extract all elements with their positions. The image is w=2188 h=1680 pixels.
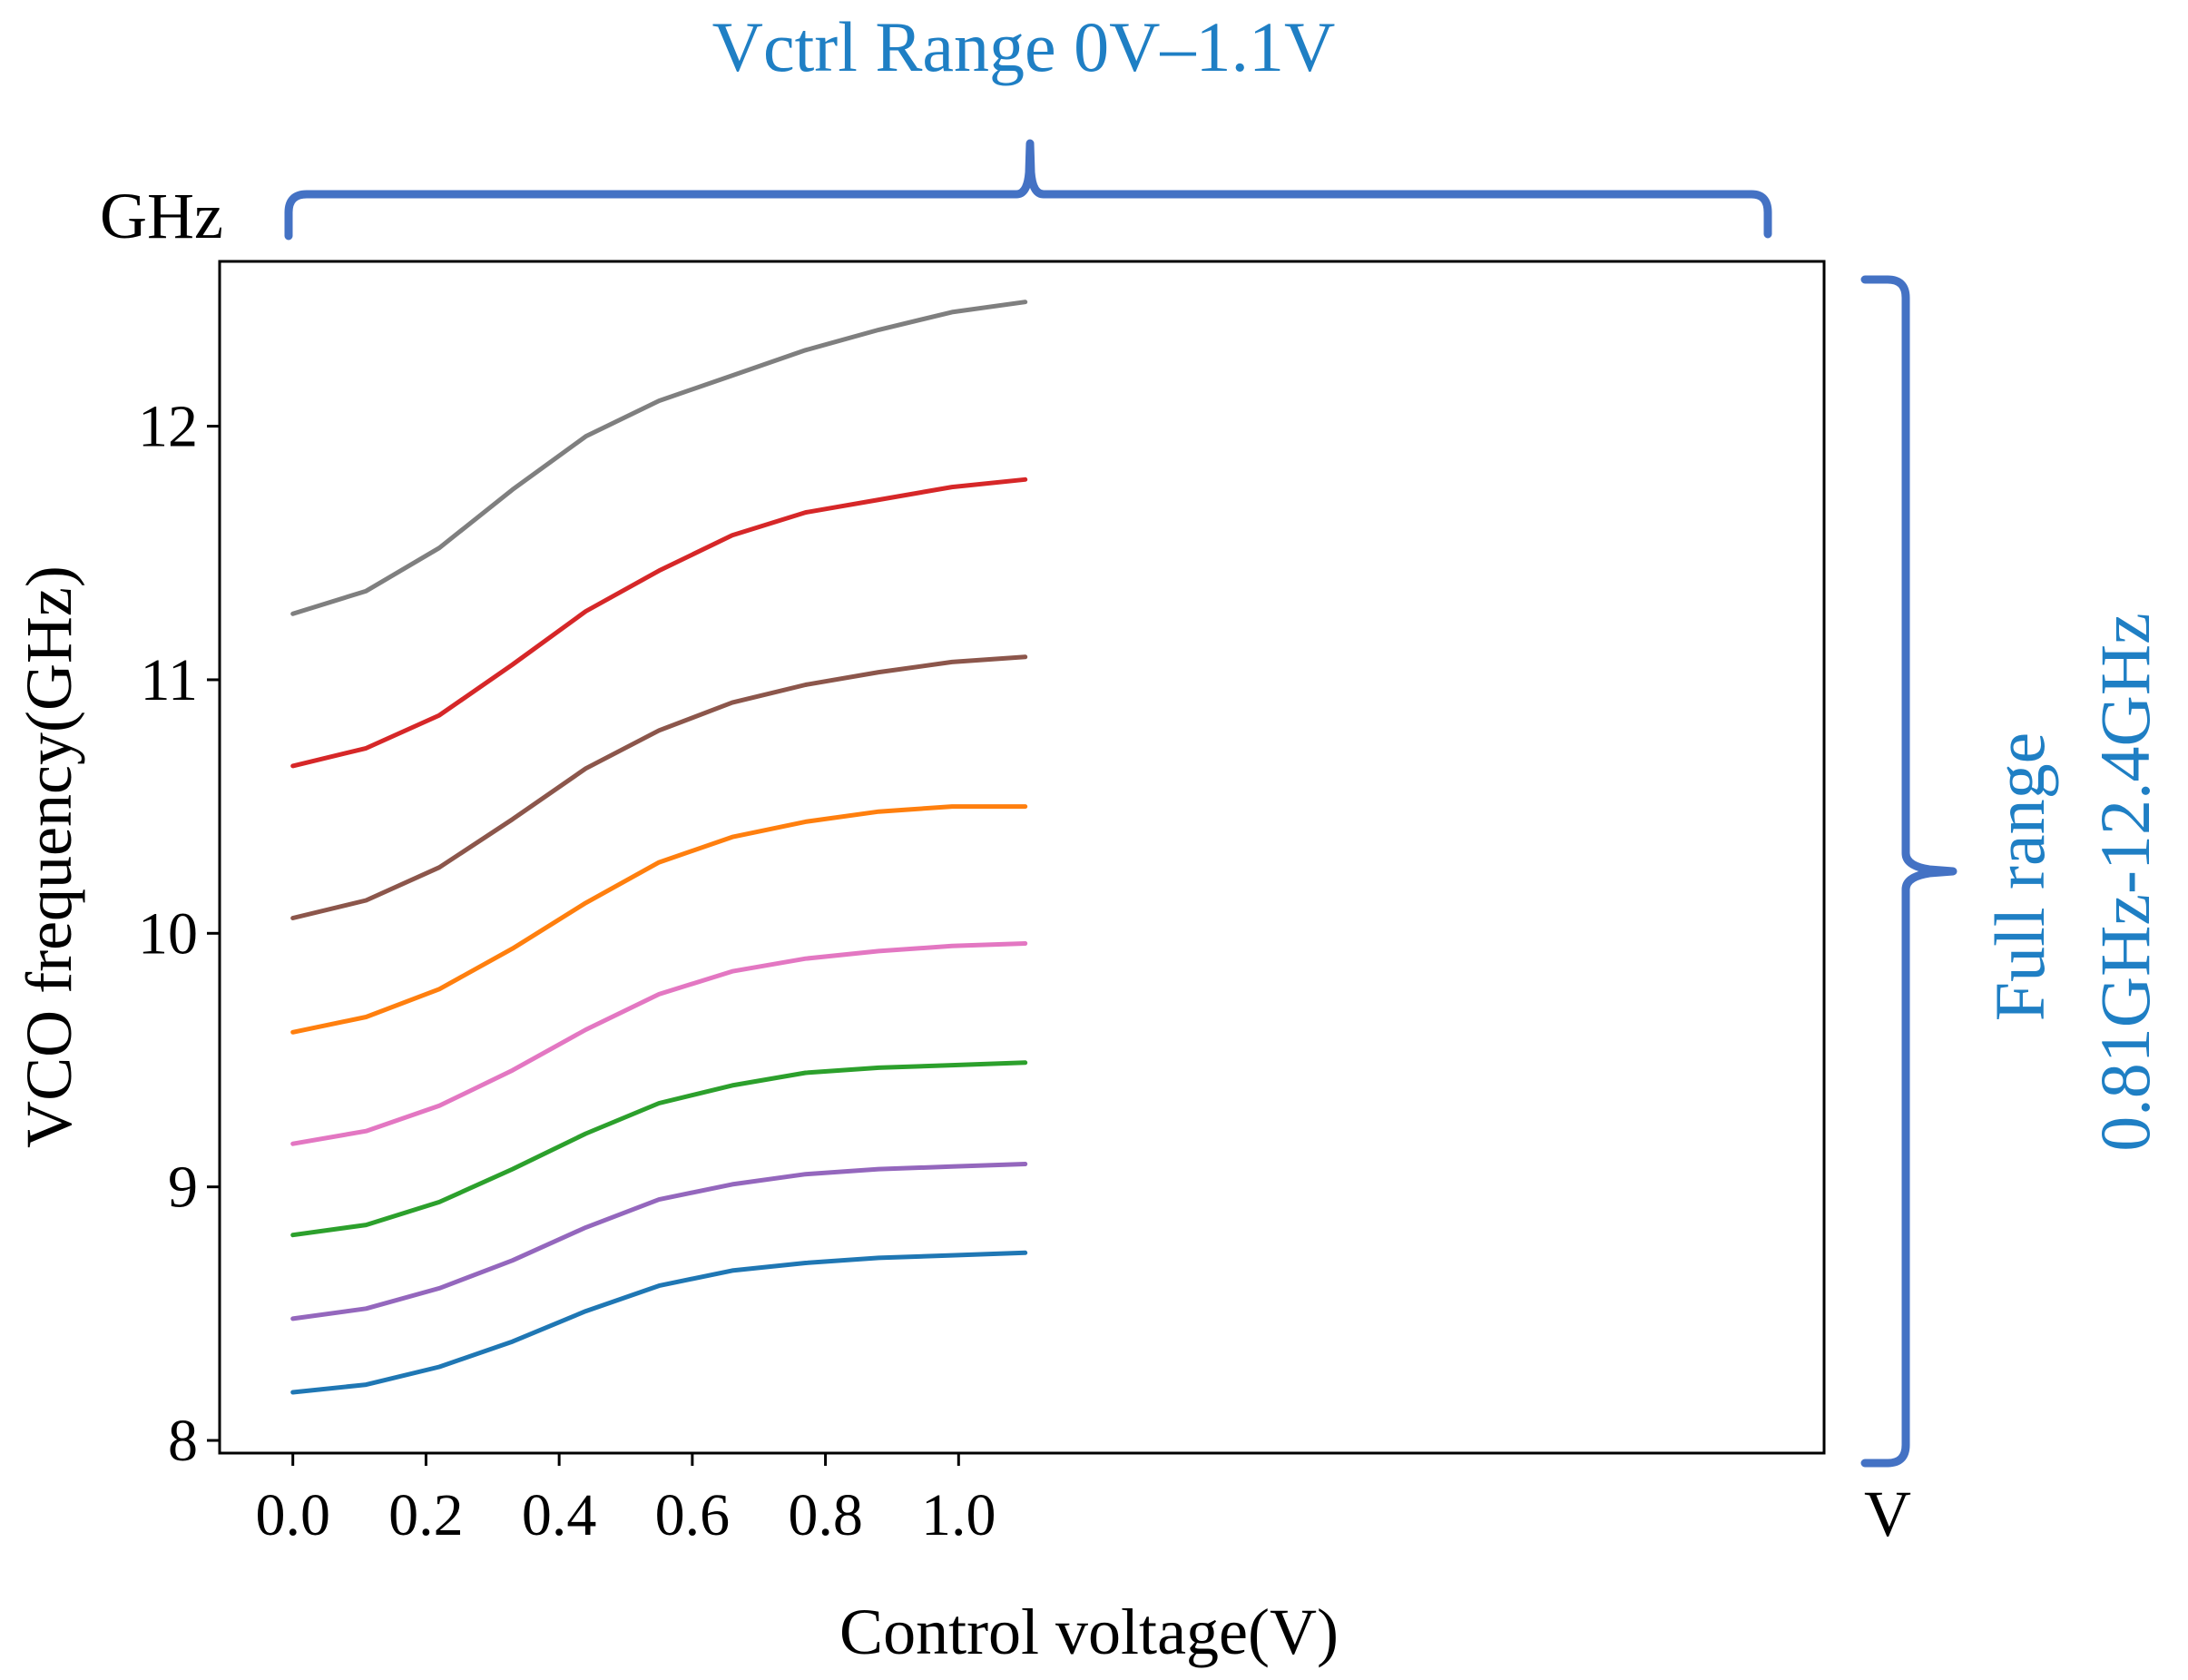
y-tick-label: 10	[138, 900, 198, 967]
series-layer	[290, 300, 1028, 1395]
series-line-band-8	[290, 300, 1028, 616]
y-unit-label: GHz	[100, 180, 223, 252]
y-tick-label: 12	[138, 394, 198, 460]
x-tick-label: 0.4	[522, 1482, 597, 1548]
x-axis-title: Control voltage(V)	[839, 1596, 1339, 1668]
series-line-band-7	[290, 476, 1028, 769]
full-range-annotation-line1: Full range	[1980, 732, 2059, 1021]
series-line-band-1	[290, 1250, 1028, 1395]
series-line-band-3	[290, 1060, 1028, 1238]
y-axis-ticks: 8 9 10 11 12	[138, 394, 220, 1474]
top-bracket	[284, 139, 1772, 241]
series-line-band-4	[290, 941, 1028, 1146]
plot-frame	[218, 260, 1826, 1455]
x-tick-label: 0.2	[388, 1482, 464, 1548]
x-tick-label: 1.0	[921, 1482, 996, 1548]
x-unit-label: V	[1864, 1478, 1911, 1550]
x-tick-label: 0.0	[255, 1482, 330, 1548]
x-tick-label: 0.6	[655, 1482, 731, 1548]
full-range-annotation-line2: 0.81GHz-12.4GHz	[2085, 613, 2164, 1152]
x-axis-ticks: 0.0 0.2 0.4 0.6 0.8 1.0	[255, 1453, 996, 1548]
vctrl-range-annotation: Vctrl Range 0V–1.1V	[712, 7, 1336, 86]
series-line-band-5	[290, 804, 1028, 1035]
series-line-band-6	[290, 654, 1028, 920]
right-bracket	[1860, 275, 1957, 1468]
y-tick-label: 9	[168, 1154, 198, 1221]
y-tick-label: 8	[168, 1408, 198, 1474]
y-tick-label: 11	[140, 647, 198, 713]
x-tick-label: 0.8	[788, 1482, 863, 1548]
series-line-band-2	[290, 1162, 1028, 1321]
y-axis-title: VCO frequency(GHz)	[13, 565, 85, 1148]
